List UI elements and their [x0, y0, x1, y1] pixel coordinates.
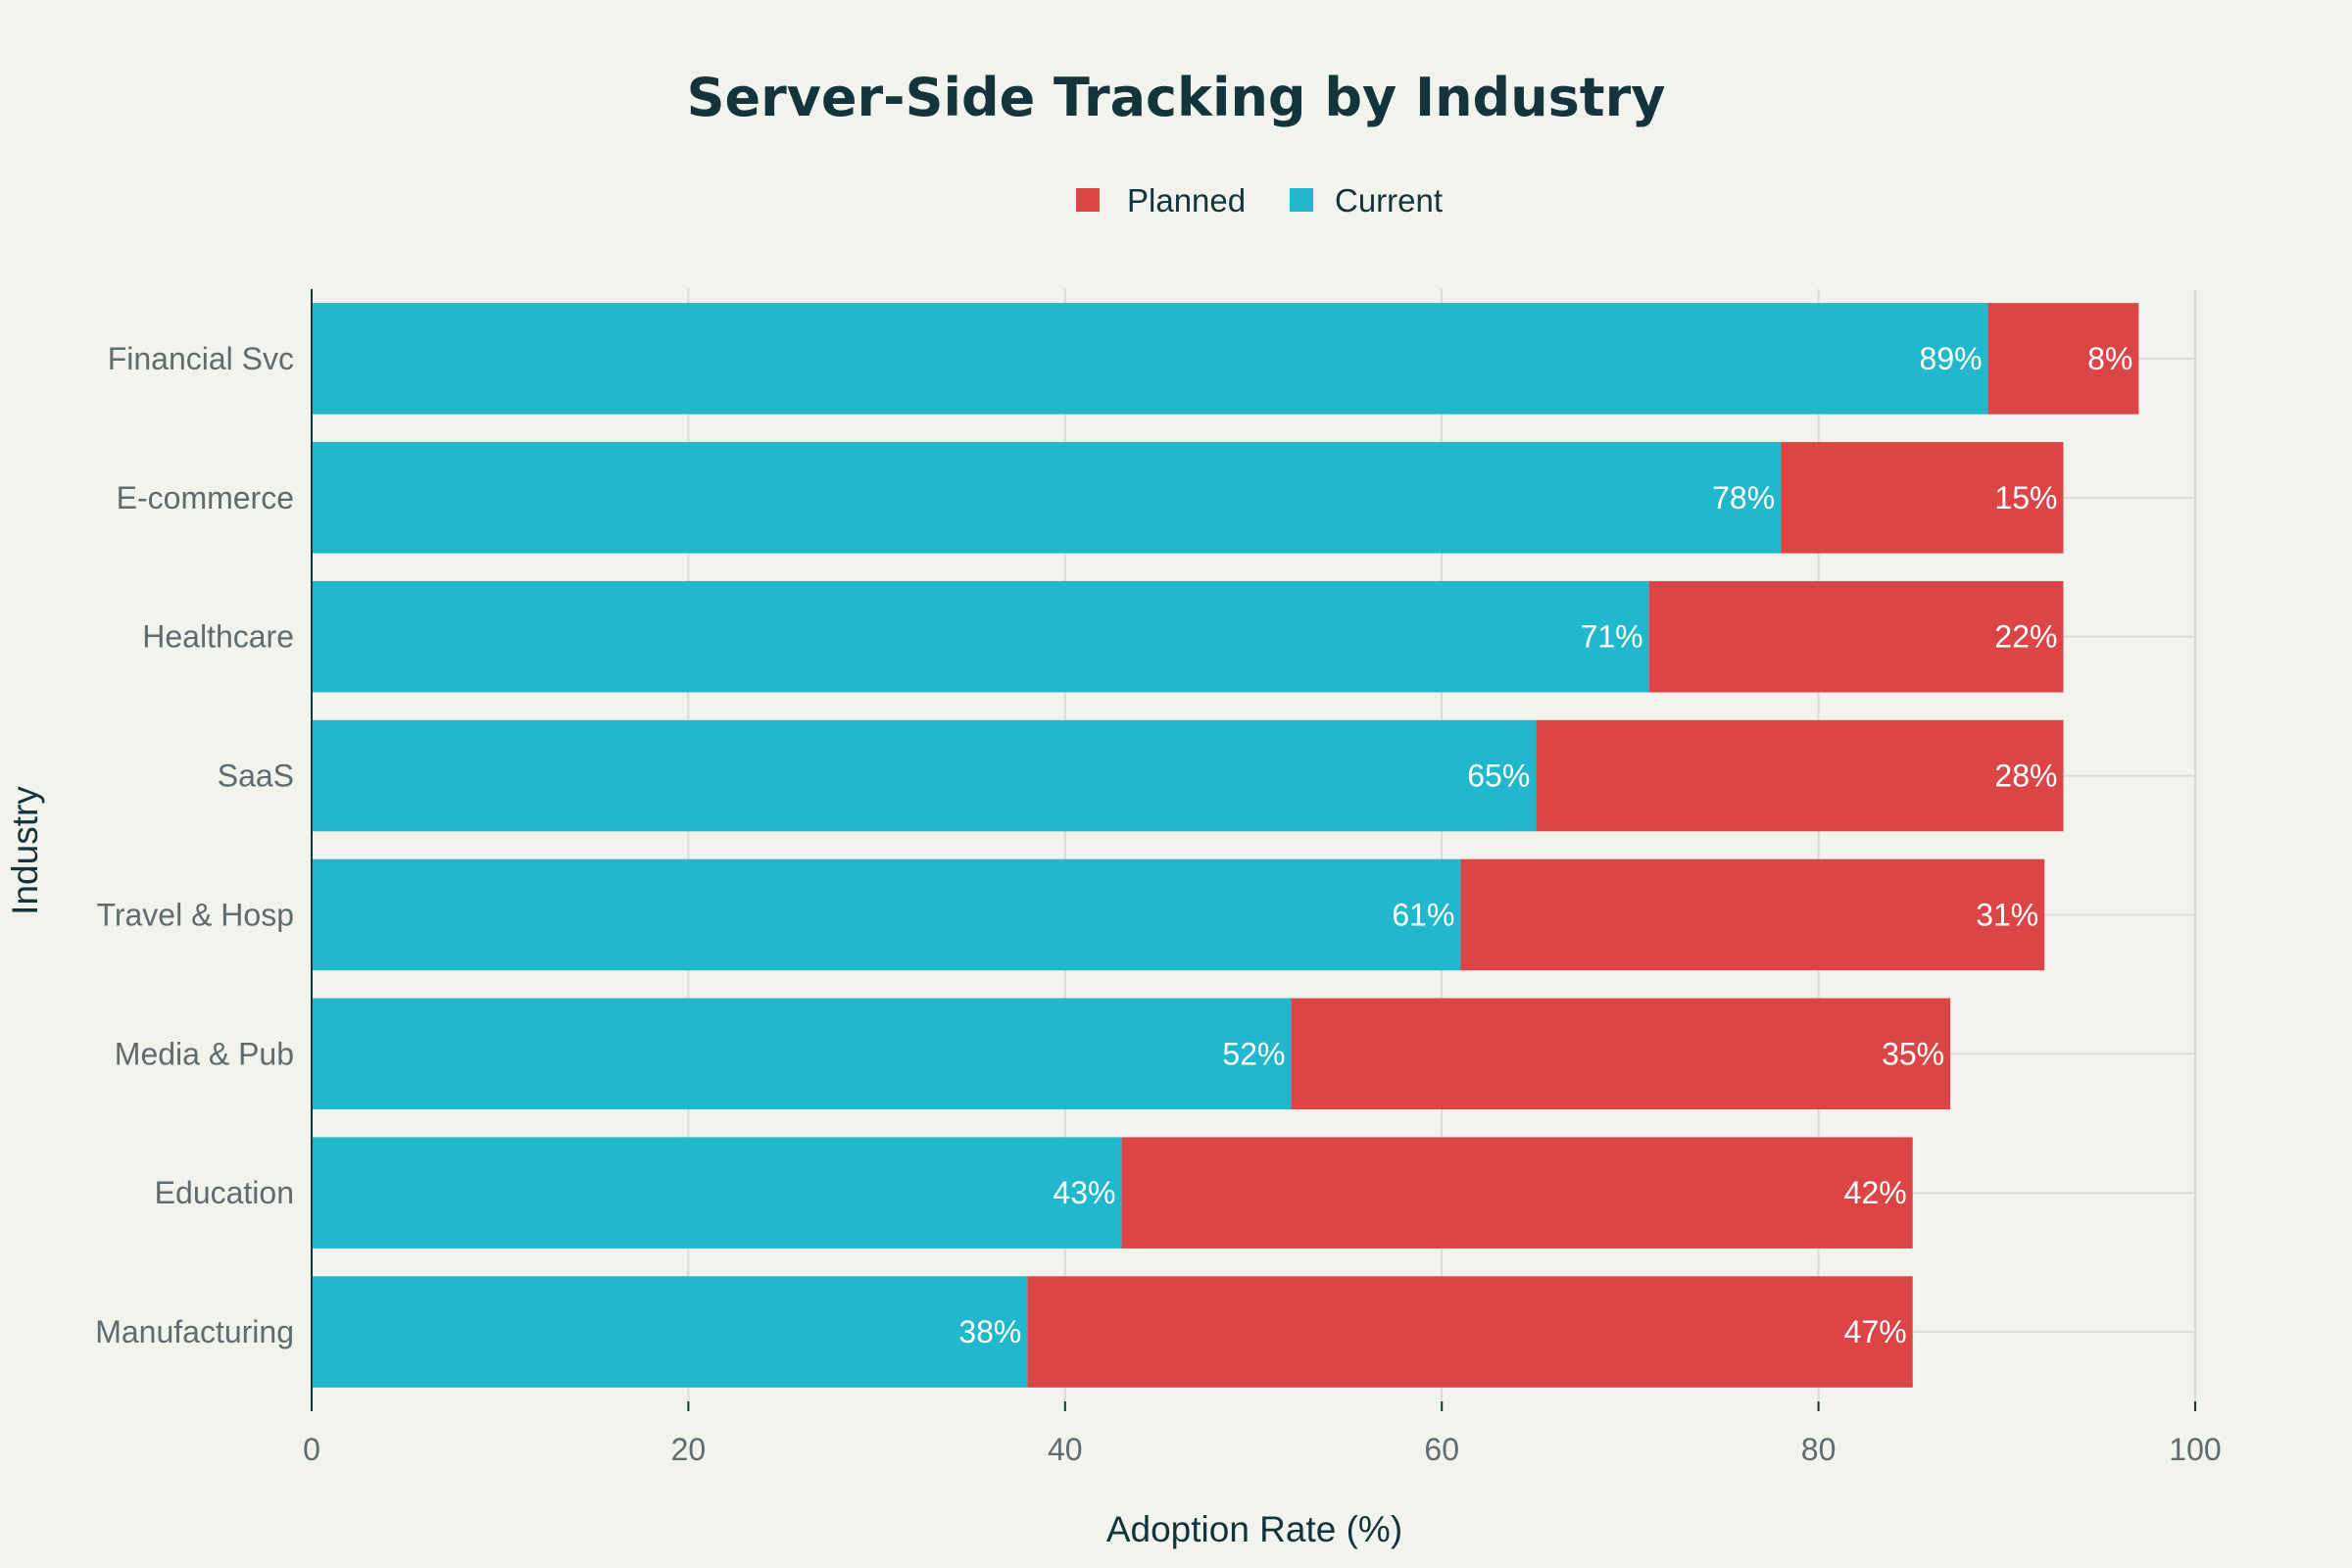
bar-label-planned-3: 28%	[1994, 759, 2057, 794]
bar-planned-6	[1121, 1137, 1913, 1249]
bar-planned-3	[1536, 719, 2064, 832]
bar-current-5	[312, 998, 1292, 1110]
y-axis-tick-labels: Financial Svc E-commerce Healthcare SaaS Tra…	[95, 341, 294, 1349]
bar-label-current-5: 52%	[1222, 1036, 1285, 1071]
bar-planned-7	[1027, 1276, 1913, 1388]
x-tick-label-100: 100	[2169, 1432, 2221, 1467]
legend-label-current: Current	[1335, 182, 1443, 219]
chart-title: Server-Side Tracking by Industry	[687, 67, 1666, 128]
bar-planned-1	[1781, 442, 2064, 554]
y-tick-label-3: SaaS	[218, 759, 294, 794]
y-tick-label-4: Travel & Hosp	[96, 897, 294, 932]
x-axis-tick-labels: 0 20 40 60 80 100	[303, 1401, 2222, 1467]
bar-current-3	[312, 719, 1537, 832]
bar-label-current-6: 43%	[1053, 1175, 1115, 1210]
bar-planned-0	[1987, 303, 2139, 415]
bar-current-1	[312, 442, 1782, 554]
y-tick-label-2: Healthcare	[142, 619, 294, 655]
bar-current-4	[312, 858, 1461, 971]
bar-label-planned-6: 42%	[1844, 1175, 1907, 1210]
bar-label-current-2: 71%	[1581, 619, 1643, 655]
bar-current-0	[312, 303, 1988, 415]
bar-label-planned-7: 47%	[1844, 1314, 1907, 1349]
x-tick-label-80: 80	[1801, 1432, 1837, 1467]
bar-label-planned-1: 15%	[1994, 480, 2057, 515]
legend: Planned Current	[1076, 182, 1443, 219]
bar-label-current-1: 78%	[1712, 480, 1775, 515]
y-axis-title: Industry	[5, 786, 45, 915]
bar-current-2	[312, 580, 1649, 693]
bar-label-current-3: 65%	[1467, 759, 1530, 794]
bar-label-current-4: 61%	[1392, 897, 1454, 932]
x-tick-label-0: 0	[303, 1432, 320, 1467]
legend-label-planned: Planned	[1127, 182, 1246, 219]
bar-label-planned-2: 22%	[1994, 619, 2057, 655]
y-tick-label-7: Manufacturing	[95, 1314, 294, 1349]
bar-planned-5	[1291, 998, 1951, 1110]
x-tick-label-20: 20	[671, 1432, 707, 1467]
legend-swatch-planned	[1076, 188, 1100, 212]
bar-label-planned-4: 31%	[1976, 897, 2038, 932]
bar-label-current-7: 38%	[958, 1314, 1021, 1349]
bar-label-planned-0: 8%	[2087, 341, 2132, 376]
legend-swatch-current	[1290, 188, 1313, 212]
bar-planned-2	[1648, 580, 2064, 693]
y-tick-label-6: Education	[155, 1175, 294, 1210]
x-tick-label-40: 40	[1048, 1432, 1083, 1467]
bar-current-6	[312, 1137, 1122, 1249]
bar-label-current-0: 89%	[1920, 341, 1983, 376]
y-tick-label-0: Financial Svc	[108, 341, 294, 376]
y-tick-label-5: Media & Pub	[115, 1036, 294, 1071]
x-axis-title: Adoption Rate (%)	[1106, 1509, 1402, 1549]
bar-label-planned-5: 35%	[1882, 1036, 1944, 1071]
bars: 89% 8% 78% 15% 71% 22% 65% 28% 61% 31% 52% 35% 43% 42…	[312, 303, 2139, 1388]
x-tick-label-60: 60	[1424, 1432, 1459, 1467]
bar-current-7	[312, 1276, 1028, 1388]
y-tick-label-1: E-commerce	[117, 480, 294, 515]
bar-planned-4	[1460, 858, 2045, 971]
